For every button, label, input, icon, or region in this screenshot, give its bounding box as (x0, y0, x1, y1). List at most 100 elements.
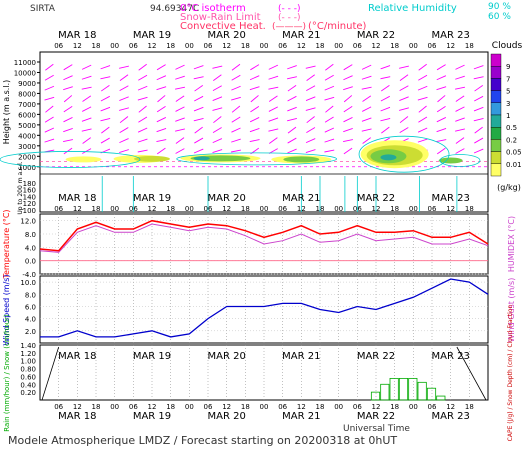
temperature-y-tick-label: 8.0 (25, 231, 36, 239)
wind-arrow (138, 74, 148, 81)
wind-arrow (156, 75, 167, 81)
rain-bar (426, 387, 437, 401)
clouds-legend-label: 9 (506, 63, 510, 71)
wind-arrow (231, 149, 241, 153)
clouds-legend-swatch (490, 102, 502, 116)
wind-arrow (175, 128, 185, 132)
top-hour-tick-label: 18 (92, 42, 101, 50)
wind-arrow (474, 137, 484, 144)
wind-arrow (399, 127, 409, 134)
hour-tick-label: 00 (334, 403, 343, 411)
hour-tick-label: 06 (54, 403, 63, 411)
rh-contour (0, 151, 141, 168)
wind-arrow (361, 128, 372, 132)
wind-arrow (287, 117, 297, 122)
wind-arrow (287, 84, 297, 92)
altitude-readout: 94.69347C (150, 4, 199, 14)
rh-contour (176, 152, 338, 166)
wind-arrow (138, 116, 148, 123)
wind-arrow (343, 106, 353, 113)
top-hour-tick-label: 12 (222, 42, 231, 50)
wind-arrow (156, 86, 167, 91)
wind-arrow (305, 138, 316, 144)
wind-arrow (44, 138, 55, 143)
wind-arrow (100, 137, 110, 144)
day-label: MAR 22 (357, 351, 395, 362)
hour-tick-label: 00 (185, 403, 194, 411)
y-tick-label: 10000 (14, 69, 36, 77)
wind-arrow (175, 64, 185, 70)
wind-arrow (455, 128, 465, 132)
cloud-area (438, 157, 463, 164)
top-hour-tick-label: 18 (465, 42, 474, 50)
top-hour-tick-label: 00 (110, 42, 119, 50)
rh-label: Relative Humidity (368, 3, 457, 14)
hour-tick-label: 00 (334, 205, 343, 213)
hour-tick-label: 12 (73, 403, 82, 411)
rain-bar (398, 377, 409, 401)
wind-y-tick-label: 4.0 (25, 316, 36, 324)
wind-arrow (213, 74, 222, 82)
hour-tick-label: 18 (241, 403, 250, 411)
wind-arrow (455, 117, 465, 122)
bottom-day-label: MAR 23 (432, 411, 470, 422)
hour-tick-label: 12 (372, 205, 381, 213)
wind-arrow (399, 74, 409, 82)
convective-unit: (°C/minute) (308, 21, 367, 32)
rain-bar (380, 383, 390, 401)
hour-tick-label: 18 (166, 205, 175, 213)
wind-arrow (306, 116, 315, 124)
wind-arrow (343, 75, 353, 81)
wind-arrow (100, 106, 111, 112)
wind-arrow (137, 149, 148, 153)
wind-arrow (138, 63, 147, 71)
wind-arrow (249, 86, 260, 91)
hour-tick-label: 18 (465, 205, 474, 213)
clouds-legend-label: 1 (506, 112, 510, 120)
top-hour-tick-label: 00 (185, 42, 194, 50)
wind-arrow (324, 74, 334, 81)
hour-tick-label: 12 (297, 403, 306, 411)
wind-arrow (268, 75, 279, 80)
cloud-area (193, 156, 210, 161)
wind-arrow (44, 85, 55, 91)
wind-arrow (287, 76, 297, 80)
wind-arrow (119, 65, 129, 69)
wind-arrow (175, 117, 185, 122)
wind-arrow (194, 137, 204, 144)
hour-tick-label: 18 (465, 403, 474, 411)
precip-axis-label: Rain (mm/hour) / Snow (cm/hour) (3, 314, 11, 432)
wind-arrow (417, 127, 428, 133)
rain-bar (436, 395, 446, 401)
top-hour-tick-label: 00 (409, 42, 418, 50)
wind-arrow (81, 64, 92, 70)
cloud-area (380, 154, 397, 161)
bottom-day-label: MAR 18 (58, 411, 96, 422)
wind-arrow (44, 127, 55, 133)
y-tick-label: 5000 (18, 122, 36, 130)
wind-arrow (436, 128, 447, 133)
hour-tick-label: 06 (353, 205, 362, 213)
wind-arrow (268, 64, 279, 70)
wind-arrow (343, 95, 353, 103)
top-day-label: MAR 22 (357, 30, 395, 41)
wind-arrow (193, 117, 204, 122)
wind-arrow (436, 139, 447, 143)
wind-arrow (380, 106, 391, 112)
top-hour-tick-label: 06 (54, 42, 63, 50)
wind-arrow (249, 117, 260, 123)
hour-tick-label: 00 (260, 205, 269, 213)
wind-arrow (119, 116, 129, 124)
wind-arrow (63, 128, 73, 133)
wind-arrow (437, 95, 446, 103)
wind-arrow (194, 126, 203, 134)
day-label: MAR 23 (432, 193, 470, 204)
y-tick-label: 7000 (18, 101, 36, 109)
hour-tick-label: 06 (353, 403, 362, 411)
top-hour-tick-label: 18 (316, 42, 325, 50)
wind-arrow (100, 84, 110, 92)
wind-arrow (362, 137, 371, 144)
cloud-panel-frame (39, 51, 489, 213)
wind-arrow (82, 137, 91, 144)
wind-arrow (361, 75, 372, 80)
